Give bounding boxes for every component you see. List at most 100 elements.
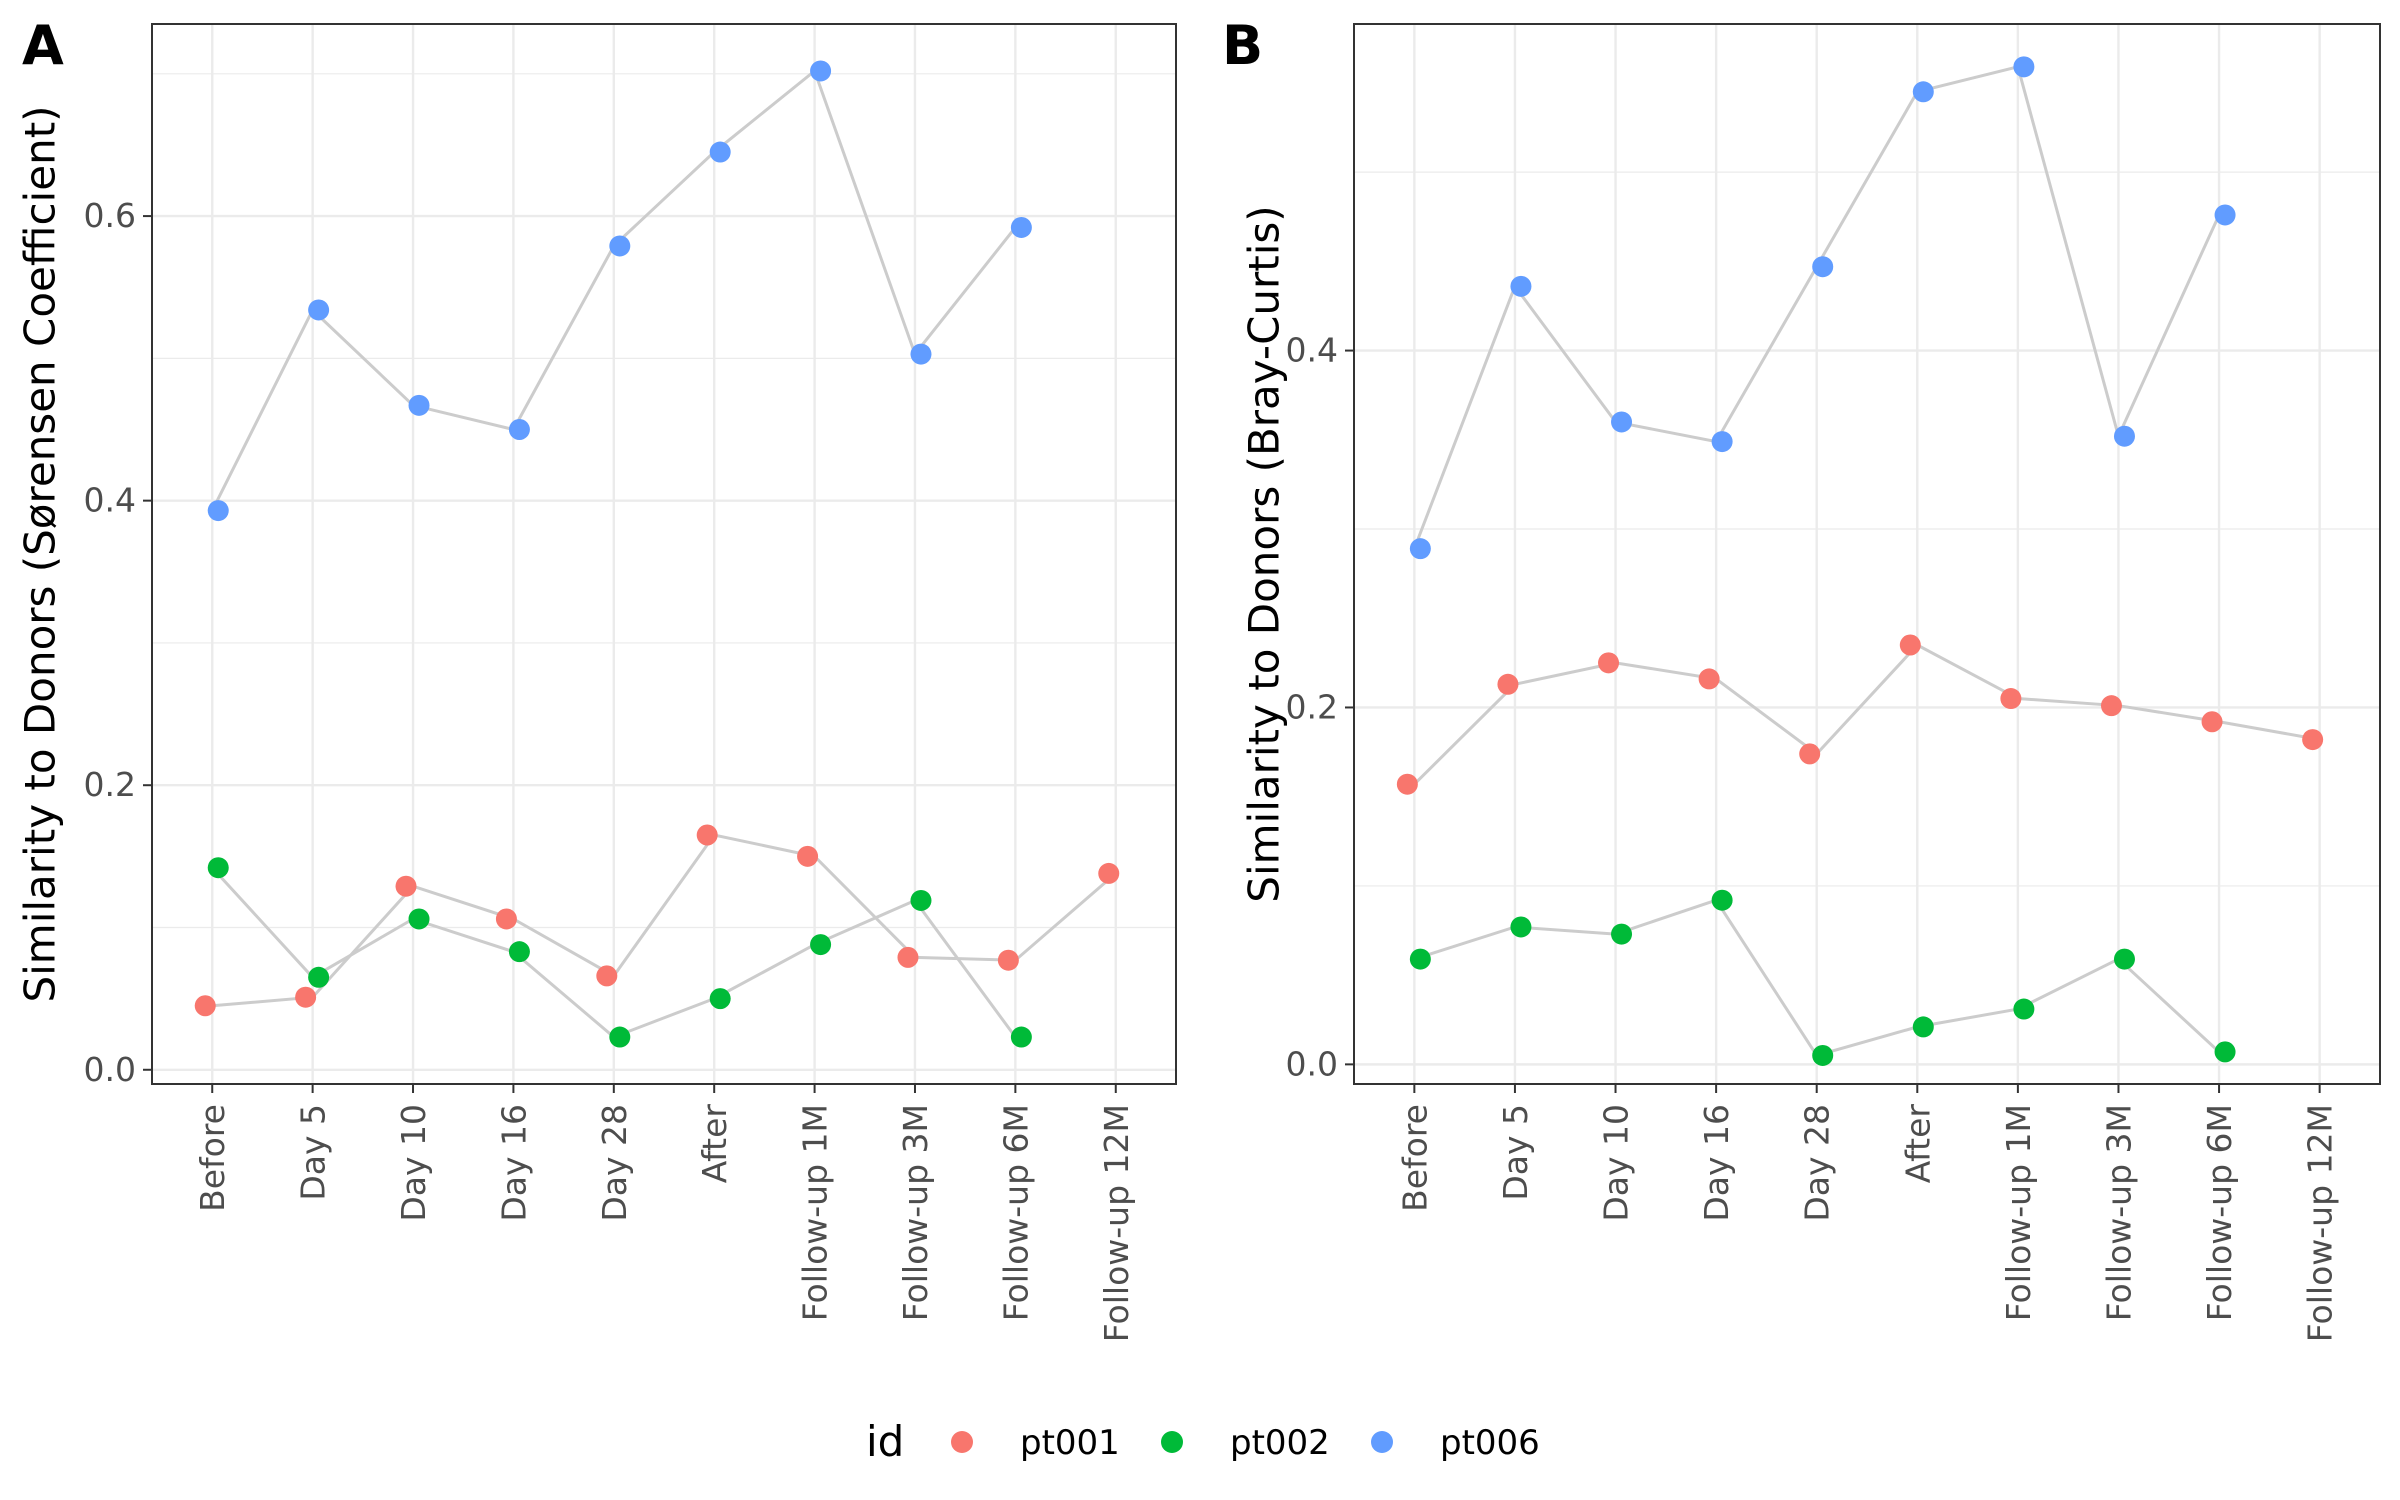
point-pt002-follow-up-6m [1010,1026,1032,1048]
point-pt002-day-5 [1510,916,1532,938]
x-tick-label-day-16: Day 16 [494,1104,533,1222]
legend-label-pt001: pt001 [1020,1423,1120,1463]
point-pt001-day-10 [395,875,417,897]
x-tick-label-day-28: Day 28 [1798,1104,1837,1222]
point-pt006-follow-up-3m [2113,425,2135,447]
x-tick-label-day-10: Day 10 [1597,1104,1636,1222]
point-pt002-day-16 [1711,889,1733,911]
x-tick-label-follow-up-6m: Follow-up 6M [2200,1104,2239,1321]
point-pt002-before [1409,948,1431,970]
point-pt006-follow-up-1m [2013,56,2035,78]
point-pt002-day-28 [1812,1044,1834,1066]
point-pt006-day-10 [408,394,430,416]
point-pt006-follow-up-3m [910,343,932,365]
point-pt006-before [1409,538,1431,560]
point-pt006-after [709,141,731,163]
point-pt001-before [1396,773,1418,795]
legend-key-pt002 [1161,1431,1183,1453]
point-pt002-follow-up-3m [910,889,932,911]
point-pt001-day-5 [1497,673,1519,695]
panel-a: 0.0 0.2 0.4 0.6 Before Day 5 Day 10 Day 16 Day 2… [16,14,1177,1342]
y-tick-label: 0.0 [1286,1044,1338,1083]
point-pt006-follow-up-6m [1010,216,1032,238]
point-pt002-day-10 [408,908,430,930]
legend-label-pt002: pt002 [1230,1423,1330,1463]
point-pt006-day-5 [1510,275,1532,297]
x-tick-label-follow-up-3m: Follow-up 3M [896,1104,935,1321]
point-pt001-follow-up-1m [2000,688,2022,710]
point-pt001-follow-up-3m [2100,695,2122,717]
legend-key-pt006 [1371,1431,1393,1453]
x-tick-label-day-5: Day 5 [1496,1104,1535,1201]
point-pt001-follow-up-1m [797,845,819,867]
legend-key-pt001 [951,1431,973,1453]
point-pt002-follow-up-1m [810,934,832,956]
point-pt006-day-28 [1812,256,1834,278]
x-tick-label-day-5: Day 5 [294,1104,333,1201]
plot-frame [151,23,1177,1085]
y-tick-label: 0.6 [84,196,136,235]
point-pt002-after [1912,1016,1934,1038]
x-tick-label-day-28: Day 28 [595,1104,634,1222]
y-tick-label: 0.2 [1286,687,1338,726]
point-pt001-day-28 [1799,743,1821,765]
x-tick-label-follow-up-3m: Follow-up 3M [2099,1104,2138,1321]
point-pt001-before [194,995,216,1017]
point-pt001-after [696,824,718,846]
x-tick-label-follow-up-1m: Follow-up 1M [796,1104,835,1321]
x-tick-label-follow-up-6m: Follow-up 6M [996,1104,1035,1321]
point-pt002-day-5 [308,966,330,988]
point-pt002-before [207,857,229,879]
point-pt001-day-16 [495,908,517,930]
y-axis-title: Similarity to Donors (Sørensen Coefficie… [16,105,65,1002]
series-line-pt001 [212,833,1117,1008]
legend: id pt001 pt002 pt006 [866,1417,1540,1466]
y-tick-label: 0.0 [84,1050,136,1089]
y-tick-label: 0.2 [84,765,136,804]
y-tick-label: 0.4 [84,481,136,520]
point-pt002-follow-up-6m [2214,1041,2236,1063]
point-pt006-after [1912,81,1934,103]
plot-frame [1353,23,2381,1085]
point-pt001-follow-up-12m [1098,862,1120,884]
x-tick-label-before: Before [193,1104,232,1212]
x-tick-label-day-16: Day 16 [1697,1104,1736,1222]
point-pt002-follow-up-1m [2013,998,2035,1020]
panel-label: B [1222,14,1263,77]
point-pt001-day-16 [1698,668,1720,690]
point-pt002-follow-up-3m [2113,948,2135,970]
point-pt006-follow-up-6m [2214,204,2236,226]
point-pt006-day-10 [1611,411,1633,433]
point-pt006-follow-up-1m [810,60,832,82]
point-pt001-follow-up-12m [2302,729,2324,751]
point-pt006-day-16 [1711,431,1733,453]
point-pt001-follow-up-6m [997,949,1019,971]
y-axis-title: Similarity to Donors (Bray-Curtis) [1240,205,1289,902]
legend-title: id [866,1417,904,1466]
point-pt006-before [207,500,229,522]
x-tick-label-after: After [695,1104,734,1184]
point-pt002-after [709,988,731,1010]
x-tick-label-follow-up-12m: Follow-up 12M [1097,1104,1136,1342]
series-line-pt001 [1413,643,2320,786]
point-pt006-day-16 [508,419,530,441]
point-pt006-day-5 [308,299,330,321]
point-pt001-day-10 [1598,652,1620,674]
point-pt002-day-28 [609,1026,631,1048]
point-pt002-day-10 [1611,923,1633,945]
point-pt001-follow-up-3m [897,946,919,968]
point-pt001-follow-up-6m [2201,711,2223,733]
x-tick-label-follow-up-12m: Follow-up 12M [2301,1104,2340,1342]
legend-label-pt006: pt006 [1440,1423,1540,1463]
point-pt002-day-16 [508,941,530,963]
point-pt001-day-5 [295,986,317,1008]
x-tick-label-after: After [1898,1104,1937,1184]
x-tick-label-day-10: Day 10 [394,1104,433,1222]
point-pt006-day-28 [609,235,631,257]
point-pt001-day-28 [596,965,618,987]
panel-b: 0.0 0.2 0.4 Before Day 5 Day 10 Day 16 Day 28 Af… [1222,14,2381,1342]
x-tick-label-follow-up-1m: Follow-up 1M [1999,1104,2038,1321]
point-pt001-after [1899,634,1921,656]
panel-label: A [22,14,64,77]
